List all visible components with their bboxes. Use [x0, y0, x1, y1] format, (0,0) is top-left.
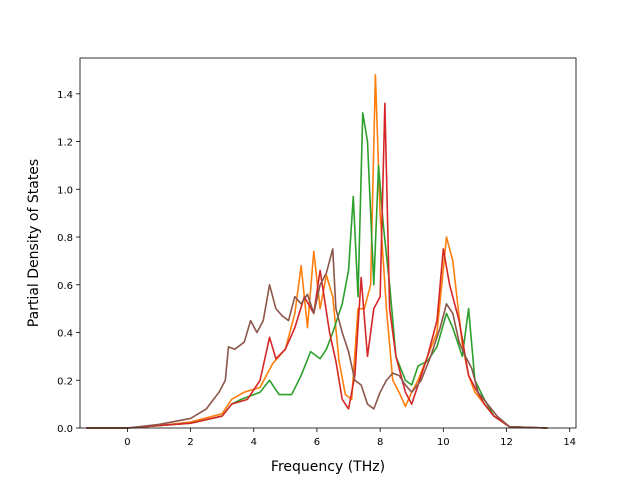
x-tick-label: 4 — [251, 437, 257, 448]
x-tick-label: 2 — [187, 437, 193, 448]
y-tick-label: 0.6 — [57, 281, 73, 292]
x-axis: 0 2 4 6 8 10 12 14 — [124, 428, 576, 448]
x-tick-label: 12 — [500, 437, 513, 448]
y-tick-label: 0.8 — [57, 233, 73, 244]
x-tick-label: 6 — [314, 437, 320, 448]
series-line-1 — [86, 73, 548, 429]
series-layer — [86, 73, 548, 429]
plot-frame — [79, 57, 577, 429]
y-tick-label: 0.2 — [57, 376, 73, 387]
series-line-2 — [86, 112, 548, 429]
x-axis-title: Frequency (THz) — [271, 459, 385, 475]
y-axis-title: Partial Density of States — [26, 159, 42, 327]
y-tick-label: 1.4 — [57, 90, 73, 101]
y-axis: 0.0 0.2 0.4 0.6 0.8 1.0 1.2 1.4 — [57, 90, 80, 435]
y-tick-label: 1.0 — [57, 185, 73, 196]
y-tick-label: 0.0 — [57, 424, 73, 435]
y-tick-label: 0.4 — [57, 329, 73, 340]
x-tick-label: 10 — [437, 437, 450, 448]
series-line-3 — [86, 102, 548, 429]
y-tick-label: 1.2 — [57, 138, 73, 149]
x-tick-label: 0 — [124, 437, 130, 448]
x-tick-label: 14 — [563, 437, 576, 448]
series-line-4 — [86, 248, 548, 429]
x-tick-label: 8 — [377, 437, 383, 448]
